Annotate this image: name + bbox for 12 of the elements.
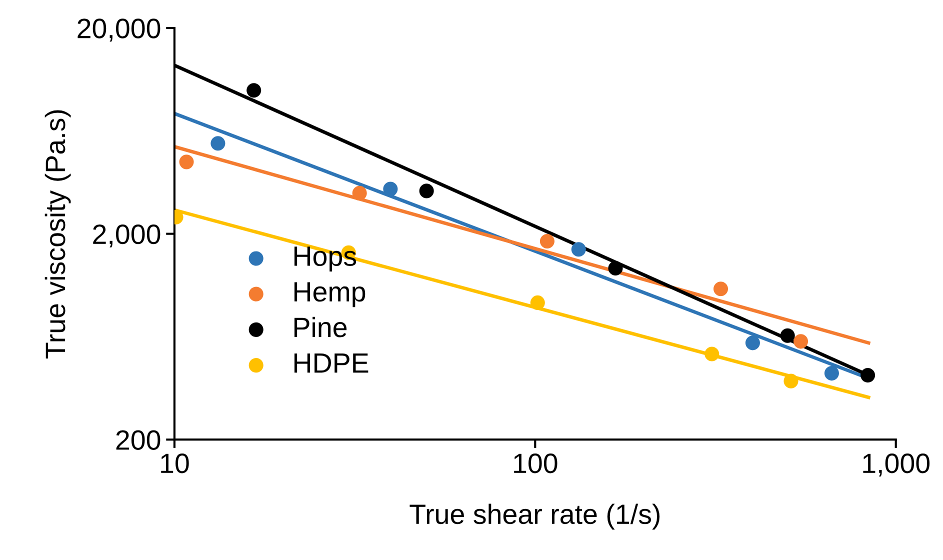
legend-label: Hops xyxy=(294,246,356,272)
y-axis-title: True viscosity (Pa.s) xyxy=(44,110,71,358)
y-tick-label: 200 xyxy=(116,430,160,450)
x-tick-label: 100 xyxy=(514,454,558,474)
legend-label: Pine xyxy=(294,316,347,338)
x-axis-title: True shear rate (1/s) xyxy=(410,504,660,530)
y-tick-label: 20,000 xyxy=(78,18,160,42)
x-tick-label: 1,000 xyxy=(863,454,930,476)
legend-label: HDPE xyxy=(294,354,368,373)
y-tick-label: 2,000 xyxy=(93,224,160,248)
x-tick-label: 10 xyxy=(161,454,189,474)
legend-label: Hemp xyxy=(294,282,366,308)
